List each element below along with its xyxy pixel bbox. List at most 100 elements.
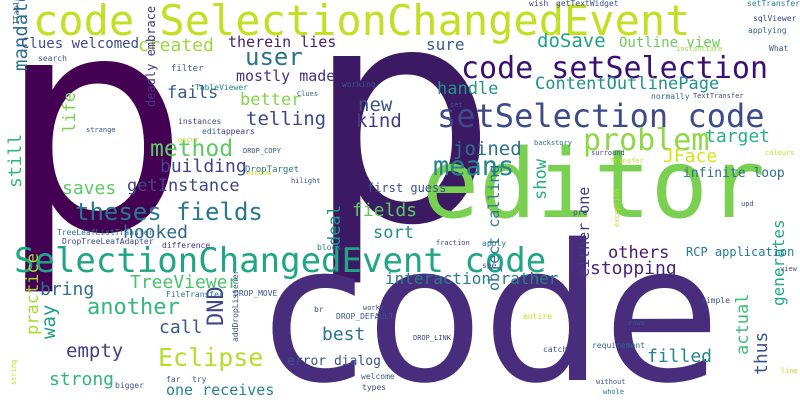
word-bigger: bigger xyxy=(115,381,144,390)
word-without: without xyxy=(596,378,626,386)
word-telling: telling xyxy=(246,108,327,130)
word-instances: instances xyxy=(178,117,222,126)
word-exception: exception xyxy=(613,189,621,227)
word-works: works xyxy=(363,304,385,312)
word-contentoutlinepage: ContentOutlinePage xyxy=(535,74,720,94)
word-instantiate: instantiate xyxy=(676,45,723,53)
word-catch: catch xyxy=(543,345,568,354)
word-clues-welcomed: Clues welcomed xyxy=(21,36,140,52)
word-p-center: p xyxy=(306,0,497,291)
word-drop-link: DROP_LINK xyxy=(413,334,451,342)
word-upd: upd xyxy=(741,200,754,208)
word-problem: problem xyxy=(583,123,710,158)
word-drop-copy: DROP_COPY xyxy=(243,147,281,155)
word-strong: strong xyxy=(49,369,115,390)
word-fails: fails xyxy=(167,83,219,103)
word-what: What xyxy=(769,44,789,53)
word-show: show xyxy=(531,159,551,200)
word-another: another xyxy=(87,295,180,320)
word-filetransfer: FileTransfer xyxy=(166,290,224,299)
word-sure: sure xyxy=(426,35,465,54)
word-normally: normally xyxy=(651,92,690,101)
word-user: user xyxy=(245,43,303,71)
word-treeleaflisttransfer: TreeLeafListTransfer xyxy=(57,228,154,237)
word-edit: edit xyxy=(202,127,222,136)
word-getinstance: getInstance xyxy=(127,176,240,196)
word-block: block xyxy=(317,243,342,252)
word-string: string xyxy=(10,359,18,385)
word-apply: apply xyxy=(482,239,507,248)
word-joined: joined xyxy=(453,138,522,160)
word-code: code xyxy=(262,204,721,400)
word-welcome: welcome xyxy=(361,372,395,381)
word-settransfer: setTransfer xyxy=(747,0,800,8)
word-mostly-made: mostly made xyxy=(236,67,336,85)
word-drop-move: DROP_MOVE xyxy=(234,289,278,298)
word-occur: occur xyxy=(178,136,200,144)
word-br: br xyxy=(314,305,324,314)
word-gettextwidget: getTextWidget xyxy=(556,0,619,8)
word-rcp-application: RCP application xyxy=(686,245,795,259)
word-best: best xyxy=(322,324,366,345)
word-filled: filled xyxy=(647,346,713,367)
word-surround: surround xyxy=(591,149,625,157)
word-search: search xyxy=(38,54,67,63)
word-created: created xyxy=(138,35,214,56)
word-difference: difference xyxy=(162,241,211,250)
word-droptreeleafadapter: DropTreeLeafAdapter xyxy=(62,237,154,246)
word-clues: Clues xyxy=(297,90,319,98)
word-tableviewer: TableViewer xyxy=(195,83,248,92)
word-wish: wish xyxy=(529,0,549,8)
word-appears: appears xyxy=(221,127,255,136)
word-entire: entire xyxy=(523,312,552,321)
word-simple: simple xyxy=(701,296,730,305)
word-better: better xyxy=(240,90,302,110)
word-actual: actual xyxy=(733,293,753,355)
word-deal: deal xyxy=(325,205,345,246)
word-jface: JFace xyxy=(663,146,718,167)
word-saves: saves xyxy=(62,178,117,199)
word-eclipse: Eclipse xyxy=(158,343,264,372)
word-either-one: either one xyxy=(575,186,593,277)
word-first-guess: first guess xyxy=(367,181,447,195)
word-dosave: doSave xyxy=(537,30,606,52)
word-thus: thus xyxy=(751,331,772,375)
word-filter: filter xyxy=(171,64,204,74)
word-life: life xyxy=(60,92,80,133)
word-method: method xyxy=(150,136,234,162)
word-applying: applying xyxy=(748,26,787,35)
word-code-setselection: code setSelection xyxy=(461,51,769,86)
word-deadly-embrace: deadly embrace xyxy=(144,5,158,107)
word-strange: strange xyxy=(86,126,116,134)
word-means: means xyxy=(433,151,515,182)
word-code-selectionchangedevent: code SelectionChangedEvent xyxy=(33,0,691,45)
word-setselection-code: setSelection code xyxy=(437,97,765,135)
word-sqlviewer: sqlViewer xyxy=(753,14,797,23)
word-outline-view: Outline view xyxy=(619,35,721,51)
word-new: new xyxy=(358,94,393,116)
word-see: see xyxy=(482,261,497,270)
word-object-calling: object calling xyxy=(485,164,503,291)
word-still: still xyxy=(5,133,26,188)
word-infinite-loop: infinite loop xyxy=(683,166,785,181)
word-set: set xyxy=(450,101,463,109)
word-itablecolorprovider: ITableColorProvider xyxy=(12,0,21,25)
word-hooked: hooked xyxy=(123,222,189,243)
word-one-receives: one receives xyxy=(166,381,275,399)
word-bring: bring xyxy=(40,279,95,300)
word-error-dialog: error dialog xyxy=(287,354,381,369)
word-texttransfer: TextTransfer xyxy=(693,92,744,100)
word-call: call xyxy=(159,317,203,338)
word-fraction: fraction xyxy=(436,239,470,247)
word-theses-fields: theses fields xyxy=(75,198,263,226)
word-droptarget: DropTarget xyxy=(245,165,300,175)
word-therein-lies: therein lies xyxy=(228,33,337,51)
word-view: view xyxy=(780,265,797,273)
word-stopping: stopping xyxy=(590,258,677,279)
word-sort: sort xyxy=(373,223,414,243)
word-adddroplistener: addDropListener xyxy=(231,269,240,342)
word-types: types xyxy=(362,383,387,392)
word-treeviewer: TreeViewer xyxy=(130,272,239,293)
word-others: others xyxy=(608,243,670,263)
